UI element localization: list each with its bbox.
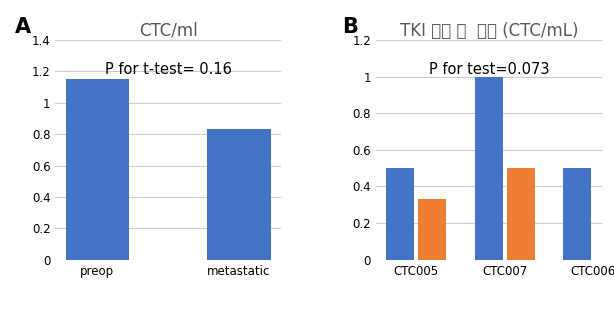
Text: P for t-test= 0.16: P for t-test= 0.16 bbox=[105, 62, 231, 77]
Legend: CTC1(single), CTC2 (single): CTC1(single), CTC2 (single) bbox=[385, 330, 593, 333]
Text: B: B bbox=[342, 17, 358, 37]
Title: CTC/ml: CTC/ml bbox=[139, 22, 198, 40]
Title: TKI 치료 후  추이 (CTC/mL): TKI 치료 후 추이 (CTC/mL) bbox=[400, 22, 578, 40]
Bar bbox=[418, 199, 446, 260]
Text: A: A bbox=[15, 17, 31, 37]
Bar bbox=[386, 168, 414, 260]
Bar bbox=[66, 79, 129, 260]
Bar bbox=[207, 130, 271, 260]
Bar bbox=[507, 168, 535, 260]
Bar bbox=[475, 77, 503, 260]
Text: P for test=0.073: P for test=0.073 bbox=[429, 62, 549, 77]
Bar bbox=[563, 168, 591, 260]
